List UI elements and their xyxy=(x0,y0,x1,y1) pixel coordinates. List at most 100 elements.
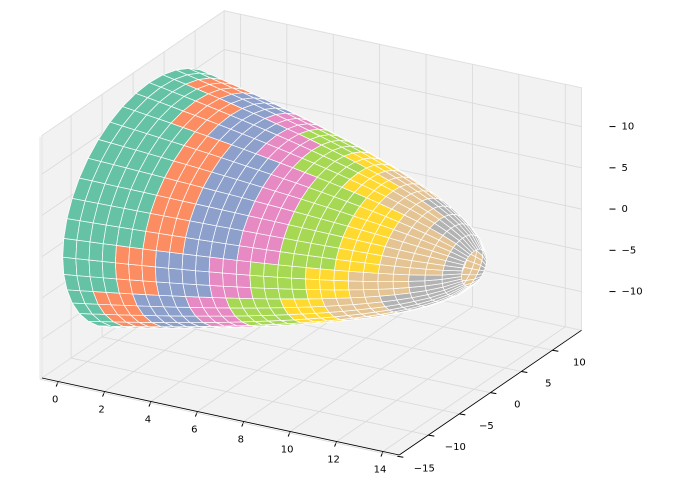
y-tick-label: −15 xyxy=(414,463,435,474)
surface-patch xyxy=(235,273,251,288)
x-tick-label: 0 xyxy=(52,395,58,406)
surface-patch xyxy=(319,279,335,291)
surface-patch xyxy=(62,238,78,259)
surface-patch xyxy=(236,245,254,263)
z-tick-label: −10 xyxy=(621,287,642,298)
surface-patch xyxy=(88,241,104,262)
surface-patch xyxy=(249,274,265,289)
surface-patch xyxy=(115,262,130,281)
grid-line xyxy=(132,315,491,394)
x-tick-label: 8 xyxy=(238,435,244,446)
surface-patch xyxy=(377,281,394,290)
y-tick-label: −5 xyxy=(479,421,494,432)
surface-patch xyxy=(347,270,364,282)
surface-patch xyxy=(291,277,307,290)
surface-patch xyxy=(348,289,366,299)
surface-patch xyxy=(392,273,410,282)
surface-patch xyxy=(89,222,107,245)
surface-patch xyxy=(195,270,211,286)
surface-patch xyxy=(291,265,307,280)
surface-patch xyxy=(408,280,426,288)
y-axis xyxy=(398,330,582,456)
x-tick xyxy=(194,411,198,417)
surface-patch xyxy=(362,288,381,298)
surface-patch xyxy=(305,267,321,281)
surface-patch xyxy=(319,289,337,300)
grid-line xyxy=(224,49,582,127)
surface-patch xyxy=(75,258,91,278)
x-tick xyxy=(102,391,106,397)
surface-patch xyxy=(168,267,184,285)
grid-line xyxy=(101,336,460,415)
x-tick-label: 14 xyxy=(374,465,387,476)
surface-patch xyxy=(249,261,265,277)
surface-patch xyxy=(154,250,170,269)
y-tick xyxy=(521,370,528,373)
x-tick xyxy=(334,441,338,447)
grid-line xyxy=(224,90,582,169)
surface-patch xyxy=(141,248,157,268)
surface-patch xyxy=(263,249,281,266)
surface-patch xyxy=(101,261,117,280)
y-tick-label: 10 xyxy=(573,357,586,368)
x-tick-label: 4 xyxy=(145,415,151,426)
surface-patch xyxy=(88,259,104,279)
surface-patch xyxy=(277,288,295,300)
surface-patch xyxy=(128,263,144,282)
surface-patch xyxy=(263,262,279,278)
surface-patch xyxy=(277,264,293,279)
surface-patch xyxy=(222,258,238,275)
surface-patch xyxy=(362,271,379,282)
surface-patch xyxy=(377,272,394,282)
surface-patch xyxy=(305,255,323,270)
surface-patch xyxy=(181,253,197,272)
y-tick xyxy=(490,392,497,395)
y-tick-label: 0 xyxy=(514,400,520,411)
surface-patch xyxy=(333,269,350,282)
surface-patch xyxy=(235,259,251,276)
x-tick xyxy=(241,421,245,427)
surface-patch xyxy=(263,275,279,290)
surface-patch xyxy=(291,288,309,300)
x-tick-label: 2 xyxy=(98,405,104,416)
grid-line xyxy=(70,357,429,436)
surface-patch xyxy=(333,280,350,291)
x-tick xyxy=(287,431,291,437)
surface-patch xyxy=(62,256,78,276)
surface-patch xyxy=(408,274,426,282)
surface-patch xyxy=(250,287,267,300)
surface-patch xyxy=(377,288,396,297)
x-tick-label: 10 xyxy=(281,445,294,456)
z-tick-label: −5 xyxy=(621,245,636,256)
y-tick xyxy=(428,434,435,437)
z-tick-label: 0 xyxy=(621,204,627,215)
surface-patch xyxy=(305,278,321,291)
surface-patch xyxy=(141,265,157,283)
x-axis xyxy=(41,377,400,456)
surface-patch xyxy=(154,266,170,284)
surface-patch xyxy=(195,255,211,273)
surface-patch xyxy=(392,281,410,289)
surface-patch xyxy=(263,287,281,300)
x-tick xyxy=(55,381,59,387)
surface-patch xyxy=(168,251,184,270)
surface-patch xyxy=(208,271,224,287)
surface-patch xyxy=(362,280,379,291)
surface-patch xyxy=(208,256,224,274)
surface-patch xyxy=(181,269,197,285)
surface-patch xyxy=(277,276,293,290)
z-tick-label: 5 xyxy=(621,163,627,174)
grid-line xyxy=(39,378,398,457)
surface-patch xyxy=(424,274,443,282)
surface-patch xyxy=(75,239,91,261)
surface-patch xyxy=(222,272,238,288)
surface-patch xyxy=(347,280,364,291)
y-tick-label: 5 xyxy=(545,378,551,389)
x-tick xyxy=(380,451,384,457)
surface-patch xyxy=(333,289,351,299)
y-tick-label: −10 xyxy=(445,442,466,453)
surface-patch xyxy=(128,246,144,266)
surface-patch xyxy=(250,247,267,264)
surface-patch xyxy=(115,245,130,265)
